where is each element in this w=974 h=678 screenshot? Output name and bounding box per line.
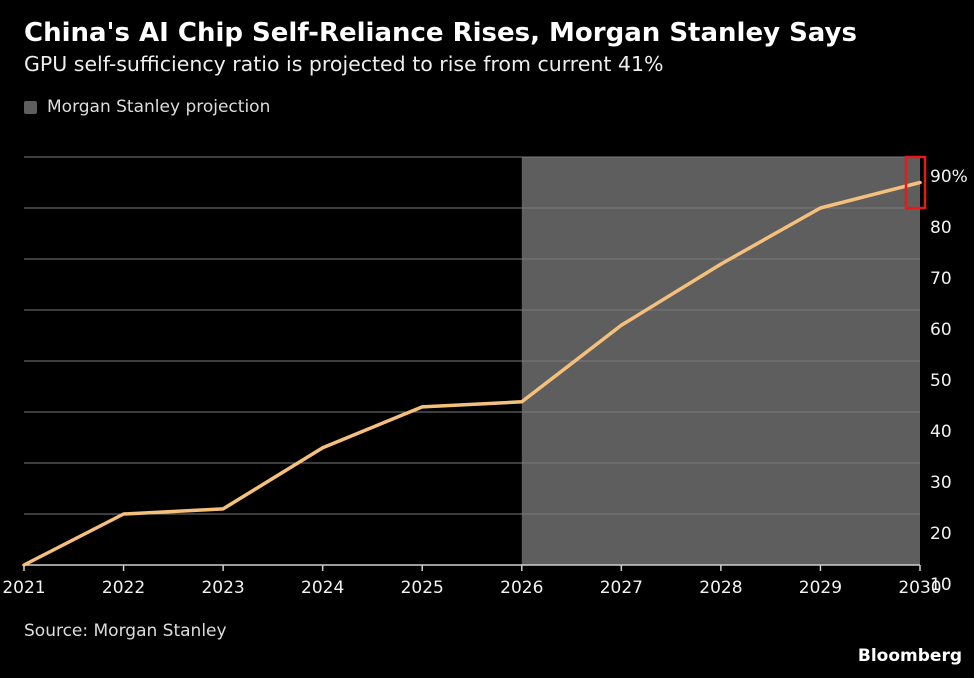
legend-swatch-projection — [24, 100, 37, 114]
y-tick-label: 50 — [930, 371, 952, 391]
x-tick-label: 2023 — [201, 578, 244, 598]
chart-subtitle: GPU self-sufficiency ratio is projected … — [24, 52, 664, 76]
bloomberg-logo: Bloomberg — [857, 646, 962, 666]
x-tick-label: 2028 — [699, 578, 742, 598]
x-tick-label: 2022 — [102, 578, 145, 598]
chart-title: China's AI Chip Self-Reliance Rises, Mor… — [24, 18, 857, 48]
y-tick-label: 20 — [930, 524, 952, 544]
legend: Morgan Stanley projection — [24, 97, 270, 117]
y-tick-label: 60 — [930, 320, 952, 340]
highlight-box — [904, 155, 927, 210]
x-tick-label: 2021 — [2, 578, 45, 598]
y-tick-label: 80 — [930, 218, 952, 238]
x-tick-label: 2025 — [401, 578, 444, 598]
x-tick-label: 2027 — [600, 578, 643, 598]
x-tick-label: 2024 — [301, 578, 344, 598]
y-tick-label: 10 — [930, 575, 952, 595]
y-tick-label: 90% — [930, 167, 968, 187]
source-note: Source: Morgan Stanley — [24, 621, 227, 641]
series-line — [22, 180, 922, 567]
legend-label-projection: Morgan Stanley projection — [47, 97, 271, 117]
x-tick-label: 2026 — [500, 578, 543, 598]
x-tick-label: 2029 — [799, 578, 842, 598]
y-tick-label: 40 — [930, 422, 952, 442]
y-tick-label: 70 — [930, 269, 952, 289]
x-tick-label: 2030 — [898, 578, 941, 598]
y-tick-label: 30 — [930, 473, 952, 493]
